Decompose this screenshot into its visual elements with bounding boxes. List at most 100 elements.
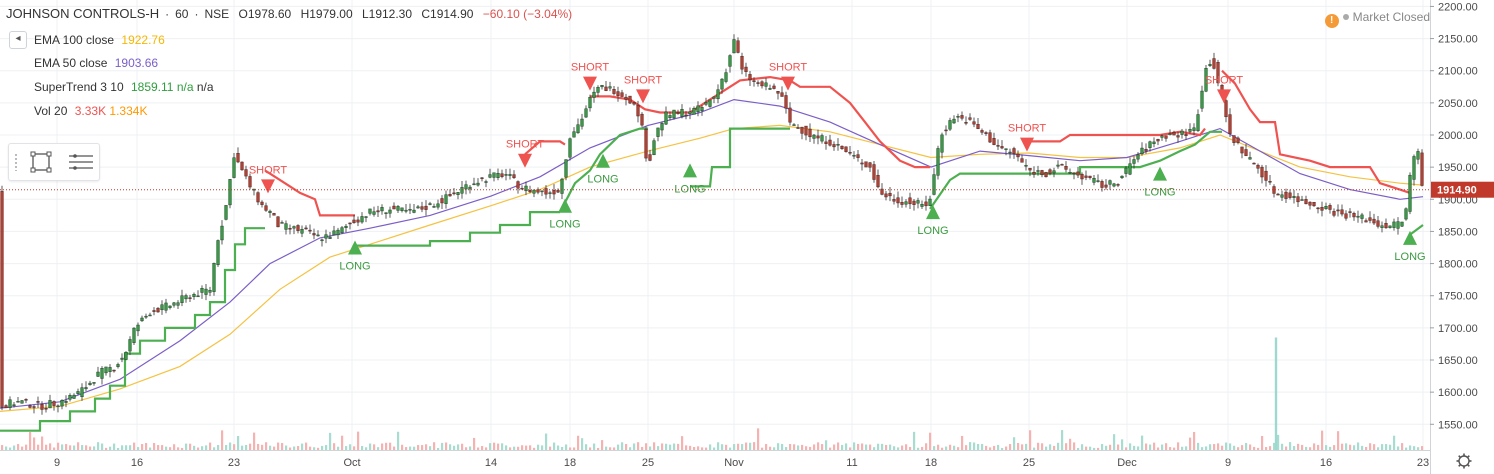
volume-bar xyxy=(913,431,916,450)
candle-body xyxy=(1196,114,1200,132)
candle-body xyxy=(228,179,232,206)
candle-body xyxy=(1400,221,1404,227)
ema50-series xyxy=(0,98,1424,409)
long-signal-label: LONG xyxy=(587,174,618,186)
volume-bar xyxy=(401,444,404,450)
volume-bar xyxy=(1245,443,1248,450)
symbol-name[interactable]: JOHNSON CONTROLS-H xyxy=(6,6,160,21)
time-tick-label: Dec xyxy=(1117,457,1137,469)
volume-bar xyxy=(713,447,716,450)
candle-body xyxy=(1136,154,1140,160)
candle-body xyxy=(1044,172,1048,178)
candle-body xyxy=(1092,178,1096,183)
volume-bar xyxy=(137,447,140,450)
price-tick-label: 1800.00 xyxy=(1438,259,1478,271)
candle-body xyxy=(1380,225,1384,228)
volume-bar xyxy=(1329,446,1332,450)
volume-bar xyxy=(441,442,444,450)
volume-bar xyxy=(1289,442,1292,450)
indicator-supertrend[interactable]: SuperTrend 3 10 1859.11 n/a n/a xyxy=(34,80,214,94)
volume-bar xyxy=(1277,434,1280,450)
candle-body xyxy=(356,219,360,223)
volume-bar xyxy=(1253,446,1256,450)
volume-bar xyxy=(645,443,648,450)
volume-bar xyxy=(1321,430,1324,450)
candle-body xyxy=(260,201,264,205)
candle-body xyxy=(84,387,88,390)
volume-bar xyxy=(569,447,572,450)
candle-body xyxy=(452,192,456,195)
chart-grid xyxy=(0,0,1430,450)
candle-body xyxy=(660,123,664,131)
volume-bar xyxy=(829,447,832,450)
candle-body xyxy=(448,194,452,197)
indicator-volume[interactable]: Vol 20 3.33K 1.334K xyxy=(34,104,147,118)
candle-body xyxy=(68,394,72,400)
volume-bar xyxy=(1401,443,1404,450)
candle-body xyxy=(760,81,764,87)
volume-bar xyxy=(281,443,284,450)
drag-handle-icon[interactable] xyxy=(14,153,18,171)
candle-body xyxy=(1176,135,1180,138)
volume-bar xyxy=(801,444,804,450)
volume-bar xyxy=(249,443,252,450)
candle-body xyxy=(504,174,508,176)
volume-bar xyxy=(121,445,124,450)
candle-body xyxy=(496,172,500,178)
candle-body xyxy=(944,129,948,132)
volume-bar xyxy=(201,446,204,450)
candle-body xyxy=(396,206,400,211)
volume-bar xyxy=(1205,446,1208,450)
indicator-ema50[interactable]: EMA 50 close 1903.66 xyxy=(34,56,158,70)
volume-bar xyxy=(1193,432,1196,450)
candle-body xyxy=(1104,184,1108,188)
volume-bar xyxy=(521,445,524,450)
candle-body xyxy=(572,131,576,138)
volume-bar xyxy=(1413,446,1416,450)
candle-body xyxy=(696,105,700,113)
interval[interactable]: 60 xyxy=(175,7,189,21)
candle-body xyxy=(592,91,596,98)
volume-bar xyxy=(1161,444,1164,450)
volume-bar xyxy=(21,446,24,450)
candle-body xyxy=(1316,207,1320,210)
volume-bar xyxy=(177,447,180,450)
candle-body xyxy=(864,161,868,168)
rectangle-tool-button[interactable] xyxy=(27,149,55,175)
volume-bar xyxy=(349,444,352,450)
candle-body xyxy=(212,262,216,292)
candle-body xyxy=(476,182,480,186)
long-signal-label: LONG xyxy=(549,219,580,231)
candle-body xyxy=(24,399,28,401)
candle-body xyxy=(512,174,516,178)
ohlc-high: H1979.00 xyxy=(300,7,353,21)
candle-body xyxy=(1024,165,1028,167)
candle-body xyxy=(304,227,308,230)
candle-body xyxy=(332,230,336,236)
indicator-ema100[interactable]: EMA 100 close 1922.76 xyxy=(34,33,165,47)
short-arrow-icon xyxy=(518,153,532,168)
candle-body xyxy=(1204,68,1208,92)
settings-lines-button[interactable] xyxy=(65,149,93,175)
market-status[interactable]: ! Market Closed xyxy=(1324,10,1430,28)
volume-bar xyxy=(85,445,88,450)
candle-body xyxy=(208,290,212,293)
volume-bar xyxy=(1397,446,1400,450)
volume-bar xyxy=(945,446,948,450)
candle-body xyxy=(888,192,892,197)
candle-body xyxy=(200,288,204,293)
candle-body xyxy=(288,228,292,230)
long-signal-label: LONG xyxy=(339,261,370,273)
volume-bar xyxy=(545,433,548,450)
volume-bar xyxy=(873,447,876,450)
volume-bar xyxy=(693,447,696,450)
candle-body xyxy=(824,141,828,144)
collapse-legend-button[interactable]: ◂ xyxy=(9,31,27,49)
volume-bar xyxy=(1169,447,1172,450)
volume-bar xyxy=(993,445,996,450)
candle-body xyxy=(1100,181,1104,188)
candle-body xyxy=(836,144,840,146)
candle-body xyxy=(88,382,92,386)
